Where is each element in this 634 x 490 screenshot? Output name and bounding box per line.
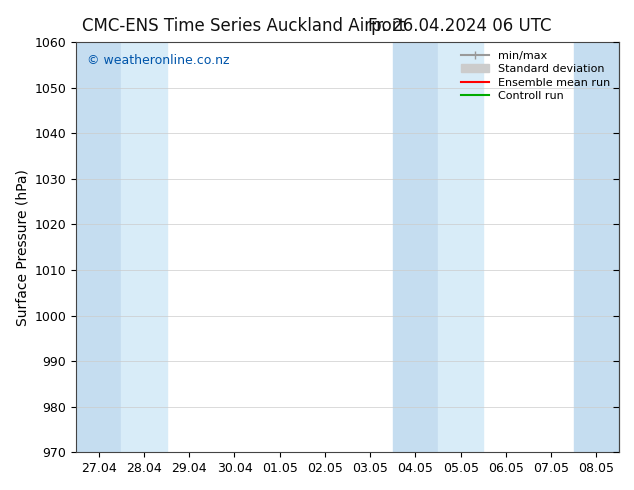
Bar bbox=[393, 42, 438, 452]
Legend: min/max, Standard deviation, Ensemble mean run, Controll run: min/max, Standard deviation, Ensemble me… bbox=[458, 48, 614, 104]
Bar bbox=[438, 42, 483, 452]
Text: Fr. 26.04.2024 06 UTC: Fr. 26.04.2024 06 UTC bbox=[368, 17, 552, 35]
Text: © weatheronline.co.nz: © weatheronline.co.nz bbox=[87, 54, 230, 67]
Y-axis label: Surface Pressure (hPa): Surface Pressure (hPa) bbox=[15, 169, 29, 325]
Bar bbox=[574, 42, 619, 452]
Bar bbox=[76, 42, 121, 452]
Text: CMC-ENS Time Series Auckland Airport: CMC-ENS Time Series Auckland Airport bbox=[82, 17, 406, 35]
Bar bbox=[121, 42, 167, 452]
